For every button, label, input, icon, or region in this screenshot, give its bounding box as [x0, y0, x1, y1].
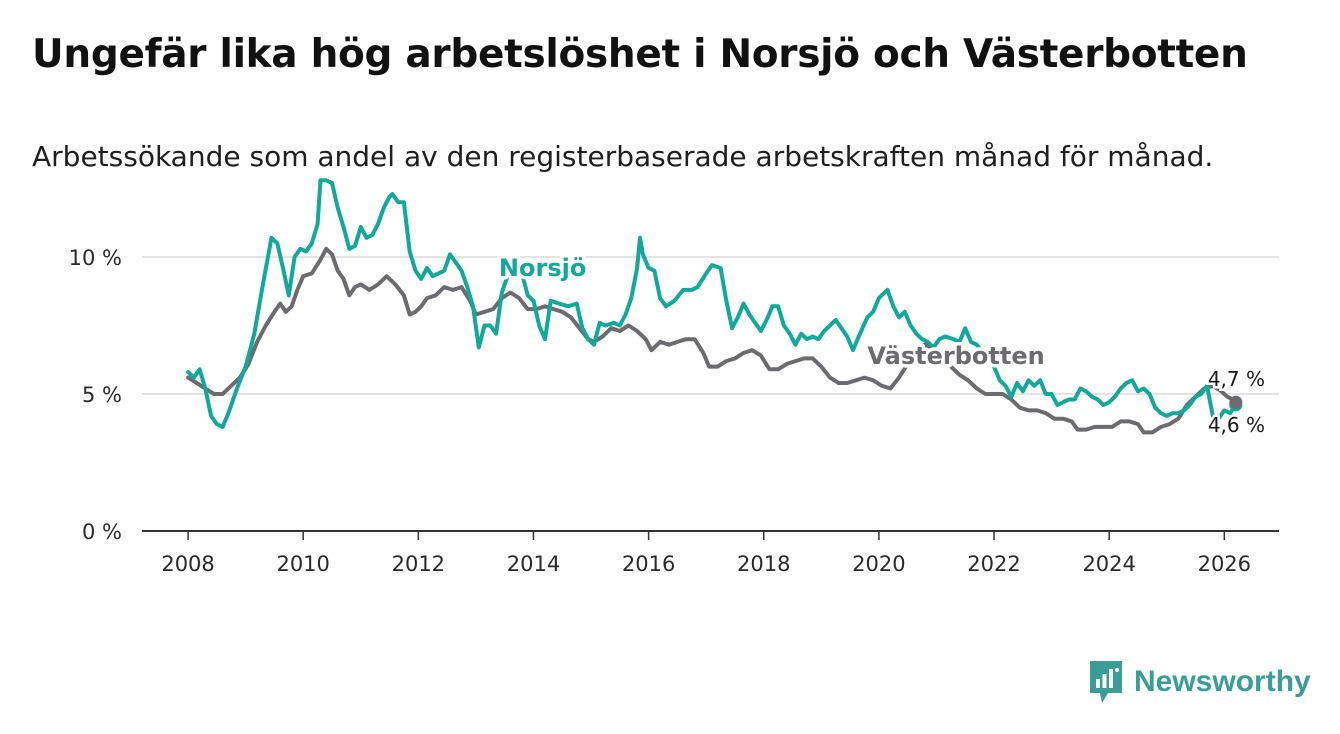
- bar-chart-logo-icon: [1090, 661, 1122, 703]
- x-tick-label: 2016: [622, 552, 675, 576]
- x-tick-label: 2018: [737, 552, 790, 576]
- x-tick-label: 2014: [507, 552, 560, 576]
- labels: Norsjö Västerbotten 4,7 % 4,6 %: [495, 251, 1267, 440]
- x-tick-label: 2012: [392, 552, 445, 576]
- axes: 0 % 5 % 10 % 2008 2010 2012 2014 2016 2018 2020 20…: [69, 246, 1279, 576]
- y-tick-label: 0 %: [82, 520, 122, 544]
- newsworthy-logo: Newsworthy: [1088, 659, 1311, 705]
- series-label-vasterbotten: Västerbotten: [867, 342, 1044, 370]
- x-tick-label: 2026: [1198, 552, 1251, 576]
- series-lines: [186, 178, 1243, 435]
- x-tick-label: 2020: [852, 552, 905, 576]
- y-tick-label: 10 %: [69, 246, 122, 270]
- end-marker-vasterbotten: [1229, 395, 1243, 409]
- x-tick-label: 2008: [161, 552, 214, 576]
- x-tick-label: 2024: [1082, 552, 1135, 576]
- x-tick-label: 2022: [967, 552, 1020, 576]
- x-tick-label: 2010: [276, 552, 329, 576]
- series-line-vasterbotten: [186, 246, 1238, 435]
- chart-title: Ungefär lika hög arbetslöshet i Norsjö o…: [32, 32, 1248, 77]
- series-label-norsjo: Norsjö: [499, 254, 586, 282]
- end-label-vasterbotten: 4,7 %: [1208, 367, 1265, 391]
- line-chart: 0 % 5 % 10 % 2008 2010 2012 2014 2016 2018 2020 20…: [69, 178, 1279, 576]
- brand-name: Newsworthy: [1134, 665, 1311, 698]
- series-line-norsjo: [186, 178, 1238, 429]
- end-label-norsjo: 4,6 %: [1208, 413, 1265, 437]
- grid-lines: [142, 256, 1279, 395]
- y-tick-label: 5 %: [82, 383, 122, 407]
- chart-subtitle: Arbetssökande som andel av den registerb…: [32, 140, 1214, 173]
